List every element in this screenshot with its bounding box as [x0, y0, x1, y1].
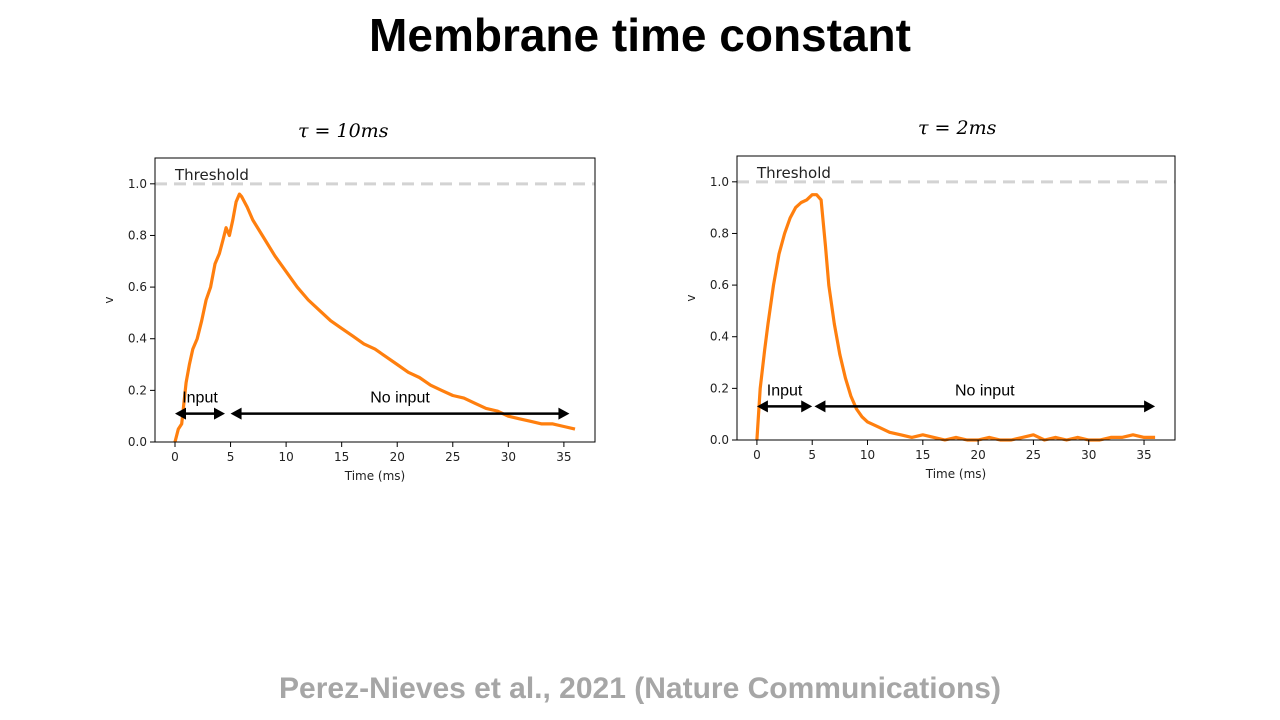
- x-tick-label: 15: [334, 450, 349, 464]
- x-tick-label: 20: [970, 448, 985, 462]
- y-tick-label: 0.2: [128, 383, 147, 397]
- x-tick-label: 5: [227, 450, 235, 464]
- y-tick-label: 0.8: [710, 226, 729, 240]
- x-tick-label: 0: [753, 448, 761, 462]
- y-tick-label: 0.6: [128, 280, 147, 294]
- x-tick-label: 35: [556, 450, 571, 464]
- input-label: Input: [767, 382, 803, 399]
- y-tick-label: 0.4: [710, 330, 729, 344]
- voltage-trace: [173, 192, 576, 443]
- no-input-label: No input: [955, 382, 1015, 399]
- plot-frame: [736, 155, 1176, 441]
- x-tick-label: 15: [915, 448, 930, 462]
- x-axis-label: Time (ms): [344, 469, 406, 483]
- arrowhead-right: [558, 407, 570, 420]
- membrane-chart-tau10: Threshold Input No input 0 5 10 15 20 25 30 35 0.0 0…: [102, 157, 596, 483]
- y-tick-label: 1.0: [128, 177, 147, 191]
- arrowhead-left: [756, 400, 768, 413]
- x-tick-label: 20: [390, 450, 405, 464]
- y-axis-label: v: [102, 296, 116, 303]
- no-input-label: No input: [370, 390, 430, 407]
- y-tick-label: 0.8: [128, 228, 147, 242]
- y-tick-label: 0.0: [710, 433, 729, 447]
- arrowhead-left: [230, 407, 242, 420]
- y-tick-label: 0.6: [710, 278, 729, 292]
- x-tick-label: 30: [1081, 448, 1096, 462]
- threshold-label: Threshold: [174, 166, 249, 184]
- x-tick-label: 10: [278, 450, 293, 464]
- arrowhead-right: [801, 400, 813, 413]
- y-tick-label: 0.0: [128, 435, 147, 449]
- plot-frame: [154, 157, 596, 443]
- voltage-trace: [755, 193, 1156, 442]
- arrowhead-left: [175, 407, 186, 420]
- arrowhead-right: [214, 407, 225, 420]
- x-tick-label: 0: [171, 450, 179, 464]
- arrowhead-right: [1144, 400, 1156, 413]
- chart-title-left: τ = 10ms: [298, 120, 389, 142]
- threshold-label: Threshold: [756, 164, 831, 182]
- x-tick-label: 10: [860, 448, 875, 462]
- arrowhead-left: [814, 400, 826, 413]
- x-tick-label: 25: [1026, 448, 1041, 462]
- y-tick-label: 0.2: [710, 381, 729, 395]
- input-label: Input: [182, 390, 218, 407]
- slide-title: Membrane time constant: [369, 9, 911, 61]
- y-axis-label: v: [684, 294, 698, 301]
- chart-title-right: τ = 2ms: [918, 117, 997, 139]
- x-tick-label: 5: [808, 448, 816, 462]
- y-tick-label: 1.0: [710, 175, 729, 189]
- x-tick-label: 35: [1136, 448, 1151, 462]
- membrane-chart-tau2: Threshold Input No input 0 5 10 15 20 25 30 35 0.0 0…: [684, 155, 1176, 481]
- x-tick-label: 30: [501, 450, 516, 464]
- citation: Perez-Nieves et al., 2021 (Nature Commun…: [279, 672, 1001, 705]
- x-axis-label: Time (ms): [925, 467, 987, 481]
- x-tick-label: 25: [445, 450, 460, 464]
- y-tick-label: 0.4: [128, 332, 147, 346]
